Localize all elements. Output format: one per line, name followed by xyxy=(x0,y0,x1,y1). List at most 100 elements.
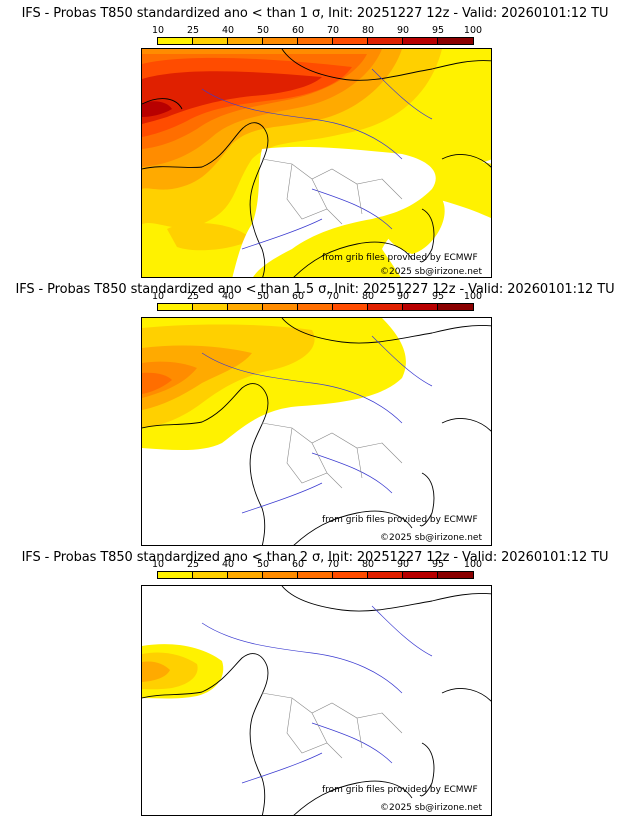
prob-area-90 xyxy=(142,101,172,117)
scale-label: 90 xyxy=(396,291,410,302)
colorbar-swatch xyxy=(158,304,193,310)
border xyxy=(286,163,343,225)
river xyxy=(201,352,403,424)
map-graphic xyxy=(142,49,491,277)
river xyxy=(311,722,393,764)
border xyxy=(311,442,363,479)
scale-label: 10 xyxy=(151,559,165,570)
credit-site: ©2025 sb@irizone.net xyxy=(380,267,482,277)
colorbar-labels: 10 25 40 50 60 70 80 90 95 100 xyxy=(141,560,487,570)
scale-label: 70 xyxy=(326,25,340,36)
scale-label: 70 xyxy=(326,291,340,302)
scale-label: 100 xyxy=(463,291,483,302)
colorbar-swatch xyxy=(333,304,368,310)
scale-label: 60 xyxy=(291,25,305,36)
scale-label: 50 xyxy=(256,291,270,302)
scale-label: 40 xyxy=(221,559,235,570)
river xyxy=(371,335,433,387)
border xyxy=(261,692,403,734)
colorbar-swatch xyxy=(193,304,228,310)
colorbar-swatch xyxy=(333,38,368,44)
colorbar-swatch xyxy=(298,38,333,44)
colorbar-swatch xyxy=(158,572,193,578)
coastline xyxy=(441,418,491,432)
colorbar-swatch xyxy=(438,572,473,578)
prob-area-25 xyxy=(142,652,198,690)
scale-label: 25 xyxy=(186,559,200,570)
river xyxy=(371,605,433,657)
colorbar-swatch xyxy=(298,304,333,310)
coastline xyxy=(142,653,269,815)
colorbar-swatch xyxy=(263,304,298,310)
scale-label: 100 xyxy=(463,25,483,36)
coastline xyxy=(293,780,413,815)
scale-label: 80 xyxy=(361,291,375,302)
border xyxy=(286,697,343,759)
river xyxy=(241,218,323,250)
scale-label: 10 xyxy=(151,25,165,36)
colorbar-swatch xyxy=(193,572,228,578)
prob-area-40 xyxy=(142,661,170,682)
river xyxy=(241,482,323,514)
scale-label: 80 xyxy=(361,559,375,570)
colorbar xyxy=(157,37,474,45)
probability-map: from grib files provided by ECMWF ©2025 … xyxy=(141,585,492,816)
credit-grib: from grib files provided by ECMWF xyxy=(322,785,478,795)
colorbar-swatch xyxy=(403,38,438,44)
colorbar-swatch xyxy=(263,572,298,578)
river xyxy=(371,68,433,120)
river xyxy=(311,452,393,494)
panel-title: IFS - Probas T850 standardized ano < tha… xyxy=(21,6,609,21)
prob-area-40 xyxy=(142,345,252,410)
scale-label: 60 xyxy=(291,559,305,570)
colorbar-swatch xyxy=(228,572,263,578)
prob-area-80 xyxy=(142,71,322,124)
coastline xyxy=(281,586,491,612)
panel-3: IFS - Probas T850 standardized ano < tha… xyxy=(0,550,630,822)
colorbar-swatch xyxy=(438,38,473,44)
scale-label: 95 xyxy=(431,291,445,302)
coastline xyxy=(281,49,491,81)
colorbar-labels: 10 25 40 50 60 70 80 90 95 100 xyxy=(141,292,487,302)
border xyxy=(261,422,403,464)
coastline xyxy=(293,241,413,277)
colorbar-swatch xyxy=(228,38,263,44)
colorbar-swatch xyxy=(368,304,403,310)
colorbar-swatch xyxy=(438,304,473,310)
scale-label: 90 xyxy=(396,559,410,570)
credit-site: ©2025 sb@irizone.net xyxy=(380,533,482,543)
scale-label: 95 xyxy=(431,25,445,36)
scale-label: 80 xyxy=(361,25,375,36)
colorbar xyxy=(157,571,474,579)
scale-label: 25 xyxy=(186,25,200,36)
clear-area-east xyxy=(432,223,491,277)
border xyxy=(311,178,363,215)
coastline xyxy=(142,98,183,110)
probability-map: from grib files provided by ECMWF ©2025 … xyxy=(141,48,492,278)
coastline xyxy=(293,510,413,545)
scale-label: 100 xyxy=(463,559,483,570)
panel-2: IFS - Probas T850 standardized ano < tha… xyxy=(0,282,630,548)
river xyxy=(311,188,393,230)
map-graphic xyxy=(142,318,491,545)
scale-label: 10 xyxy=(151,291,165,302)
scale-label: 25 xyxy=(186,291,200,302)
credit-grib: from grib files provided by ECMWF xyxy=(322,515,478,525)
coastline xyxy=(281,318,491,344)
colorbar-swatch xyxy=(368,572,403,578)
coastline xyxy=(419,742,435,797)
colorbar-swatch xyxy=(193,38,228,44)
prob-area-60 xyxy=(142,372,172,394)
colorbar-swatch xyxy=(403,572,438,578)
scale-label: 50 xyxy=(256,25,270,36)
coastline xyxy=(142,383,269,545)
river xyxy=(241,752,323,784)
coastline xyxy=(441,688,491,702)
colorbar xyxy=(157,303,474,311)
border xyxy=(311,712,363,749)
prob-area-30-green-patch xyxy=(167,223,252,251)
panel-title: IFS - Probas T850 standardized ano < tha… xyxy=(21,550,609,565)
scale-label: 40 xyxy=(221,25,235,36)
scale-label: 50 xyxy=(256,559,270,570)
colorbar-swatch xyxy=(228,304,263,310)
